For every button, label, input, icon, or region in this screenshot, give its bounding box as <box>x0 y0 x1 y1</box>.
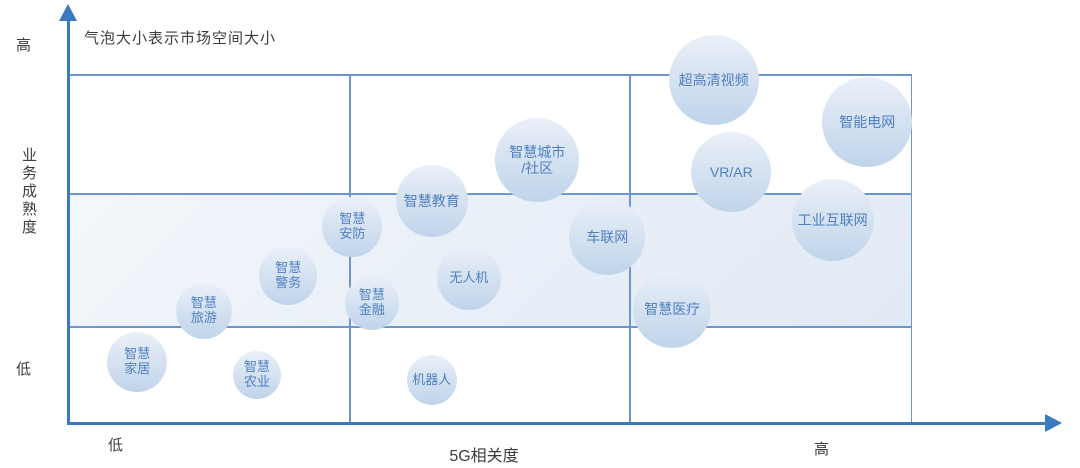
bubble-drone: 无人机 <box>436 246 501 311</box>
x-tick-low: 低 <box>108 437 124 454</box>
plot-right-border <box>910 74 912 424</box>
y-axis-line <box>66 20 70 424</box>
bubble-smart-grid: 智能电网 <box>822 77 913 168</box>
bubble-label: 无人机 <box>449 269 489 285</box>
bubble-smart-home: 智慧 家居 <box>107 331 168 392</box>
bubble-label: 智慧 旅游 <box>190 294 217 325</box>
bubble-smart-security: 智慧 安防 <box>322 196 383 257</box>
plot-top-border <box>68 74 912 76</box>
bubble-label: 智慧 安防 <box>339 210 366 241</box>
x-axis-line <box>67 421 1047 425</box>
y-tick-low: 低 <box>16 361 32 378</box>
bubble-label: 智慧医疗 <box>644 300 701 317</box>
bubble-label: 智慧 金融 <box>358 286 385 317</box>
bubble-size-note: 气泡大小表示市场空间大小 <box>84 30 277 47</box>
bubble-smart-finance: 智慧 金融 <box>344 275 399 330</box>
bubble-uhd-video: 超高清视频 <box>668 34 759 125</box>
x-axis-arrow-icon <box>1045 414 1062 432</box>
bubble-label: 超高清视频 <box>678 71 749 88</box>
bubble-smart-education: 智慧教育 <box>395 164 468 237</box>
bubble-label: 工业互联网 <box>797 211 868 228</box>
y-axis-title: 业务成熟度 <box>20 147 37 237</box>
x-axis-title: 5G相关度 <box>449 448 519 465</box>
h-gridline-lower <box>68 325 912 328</box>
y-tick-high: 高 <box>16 37 32 54</box>
x-tick-high: 高 <box>814 441 830 458</box>
bubble-label: 智慧 农业 <box>244 359 271 390</box>
bubble-robot: 机器人 <box>406 355 457 406</box>
bubble-label: 车联网 <box>586 228 629 245</box>
bubble-label: 智慧城市/社区 <box>509 143 566 176</box>
bubble-label: 智慧 警务 <box>275 260 302 291</box>
bubble-smart-city-community: 智慧城市/社区 <box>495 117 580 202</box>
bubble-label: 智能电网 <box>839 114 896 131</box>
bubble-label: 智慧教育 <box>403 192 460 209</box>
bubble-connected-vehicles: 车联网 <box>569 198 646 275</box>
bubble-smart-healthcare: 智慧医疗 <box>633 269 712 348</box>
y-axis-arrow-icon <box>59 4 77 21</box>
bubble-smart-agriculture: 智慧 农业 <box>233 351 282 400</box>
bubble-label: 机器人 <box>412 371 452 387</box>
bubble-smart-tourism: 智慧 旅游 <box>175 282 232 339</box>
bubble-label: VR/AR <box>709 163 753 180</box>
h-gridline-upper <box>68 193 912 195</box>
bubble-industrial-internet: 工业互联网 <box>791 178 874 261</box>
bubble-smart-policing: 智慧 警务 <box>259 247 318 306</box>
bubble-vr-ar: VR/AR <box>691 132 772 213</box>
bubble-label: 智慧 家居 <box>124 345 151 376</box>
